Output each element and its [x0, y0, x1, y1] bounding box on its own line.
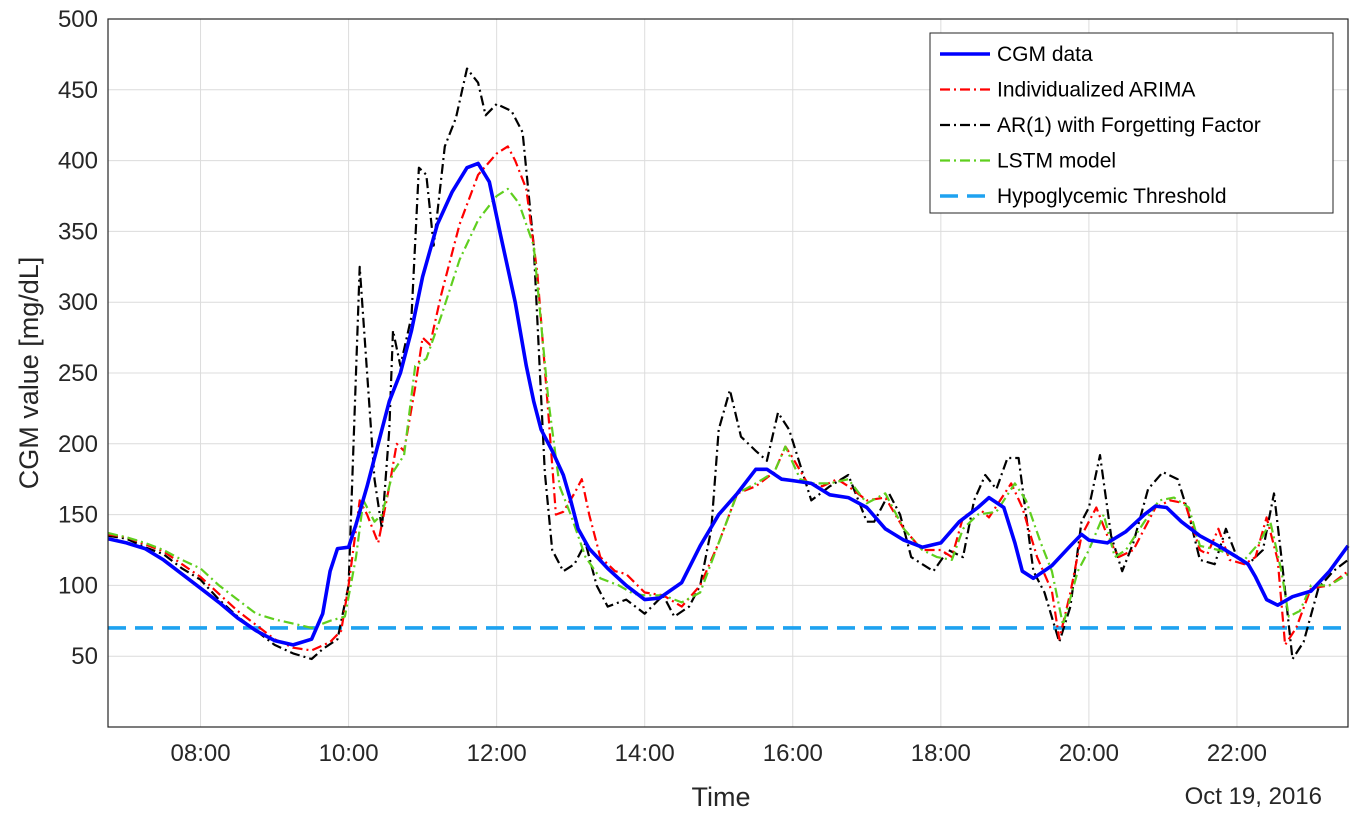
series-line-3: [107, 187, 1349, 629]
y-tick-label: 300: [58, 289, 98, 316]
legend-label-1: Individualized ARIMA: [997, 79, 1195, 102]
legend-label-4: Hypoglycemic Threshold: [997, 185, 1227, 208]
legend-box: [929, 32, 1334, 214]
x-tick-label: 08:00: [171, 740, 231, 767]
legend-label-3: LSTM model: [997, 150, 1116, 173]
y-tick-label: 200: [58, 431, 98, 458]
x-tick-label: 20:00: [1059, 740, 1119, 767]
y-tick-label: 100: [58, 572, 98, 599]
x-tick-label: 12:00: [467, 740, 527, 767]
x-tick-label: 22:00: [1207, 740, 1267, 767]
series-group: [107, 67, 1350, 661]
series-line-2: [107, 67, 1349, 661]
x-tick-label: 14:00: [615, 740, 675, 767]
x-tick-labels: 08:00 10:00 12:00 14:00 16:00 18:00 20:00 22:00: [171, 740, 1267, 767]
x-tick-label: 18:00: [911, 740, 971, 767]
y-tick-labels: 50 100 150 200 250 300 350 400 450 500: [58, 6, 98, 670]
y-tick-label: 350: [58, 218, 98, 245]
legend-label-2: AR(1) with Forgetting Factor: [997, 114, 1261, 137]
x-axis-label: Time: [692, 782, 751, 812]
y-tick-label: 400: [58, 148, 98, 175]
x-tick-label: 16:00: [763, 740, 823, 767]
plot-frame: [107, 18, 1349, 728]
legend: CGM data Individualized ARIMA AR(1) with F…: [929, 32, 1334, 214]
y-tick-label: 500: [58, 6, 98, 33]
series-line-0: [107, 161, 1350, 647]
date-label: Oct 19, 2016: [1185, 783, 1322, 810]
y-tick-label: 450: [58, 77, 98, 104]
y-tick-label: 250: [58, 360, 98, 387]
y-tick-label: 50: [71, 643, 98, 670]
legend-label-0: CGM data: [997, 43, 1093, 66]
x-tick-label: 10:00: [319, 740, 379, 767]
y-axis-label: CGM value [mg/dL]: [14, 257, 44, 490]
y-tick-label: 150: [58, 502, 98, 529]
